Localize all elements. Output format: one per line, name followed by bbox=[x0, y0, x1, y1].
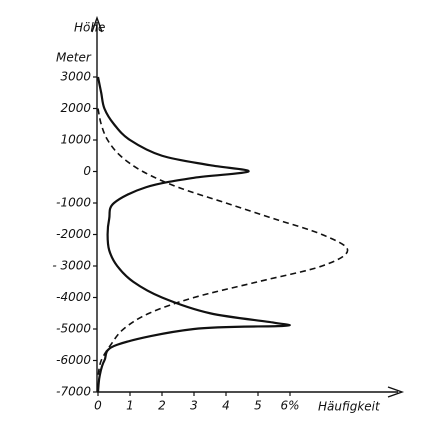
y-tick-label: 3000 bbox=[60, 70, 91, 84]
y-tick-label: -1000 bbox=[56, 196, 91, 210]
y-tick-label: 2000 bbox=[60, 101, 91, 115]
y-axis-unit: Meter bbox=[56, 51, 92, 65]
x-tick-label: 4 bbox=[222, 399, 230, 413]
curve-solid bbox=[96, 76, 291, 393]
y-tick-label: - 3000 bbox=[52, 259, 91, 273]
x-tick-label: 6% bbox=[280, 399, 299, 413]
y-axis bbox=[91, 15, 103, 392]
y-tick-label: -5000 bbox=[56, 322, 91, 336]
y-tick-label: -6000 bbox=[56, 353, 91, 367]
x-tick-label: 3 bbox=[190, 399, 198, 413]
y-tick-label: -4000 bbox=[56, 290, 91, 304]
x-axis-label: Häufigkeit bbox=[318, 400, 381, 414]
x-axis bbox=[97, 386, 405, 398]
y-tick-label: 0 bbox=[83, 164, 91, 178]
x-tick-label: 2 bbox=[158, 399, 166, 413]
y-tick-label: -2000 bbox=[56, 227, 91, 241]
y-tick-label: -7000 bbox=[56, 385, 91, 399]
x-tick-label: 0 bbox=[94, 399, 102, 413]
curve-dashed bbox=[97, 108, 349, 377]
y-tick-label: 1000 bbox=[60, 133, 91, 147]
x-tick-label: 1 bbox=[126, 399, 134, 413]
x-tick-label: 5 bbox=[254, 399, 262, 413]
